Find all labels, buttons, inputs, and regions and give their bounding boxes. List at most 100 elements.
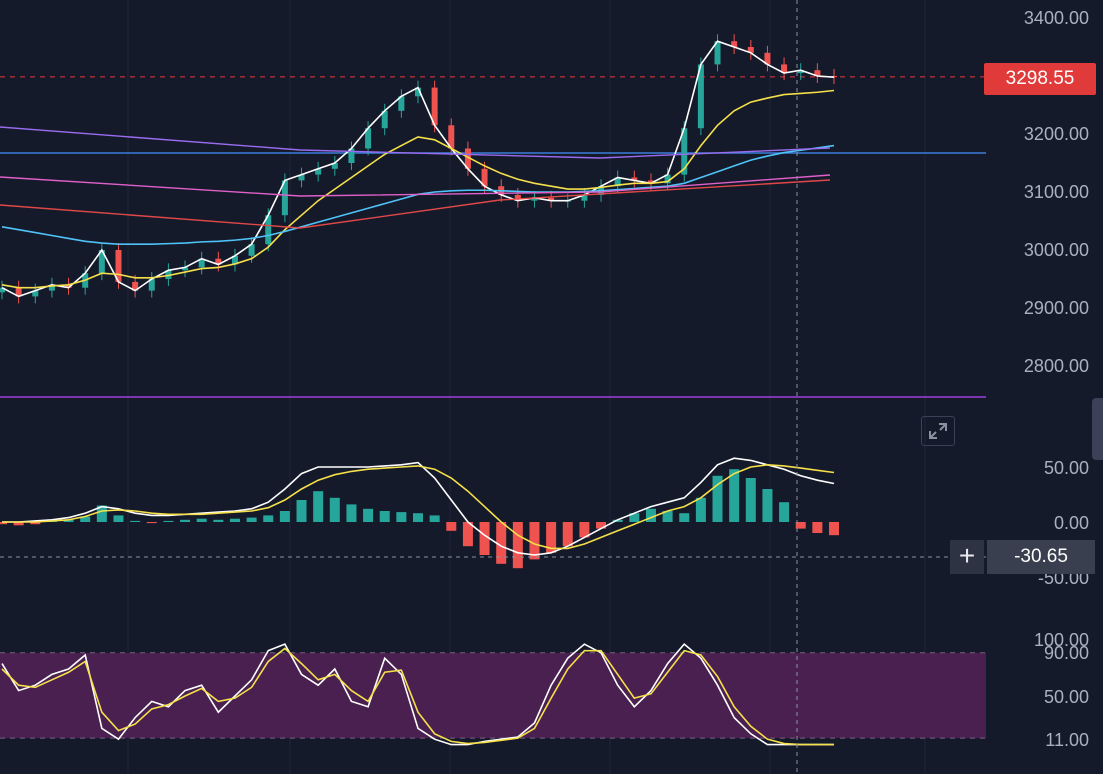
side-panel-toggle[interactable] — [1092, 398, 1103, 460]
candle-body — [331, 163, 338, 169]
macd-histogram-bar — [579, 522, 590, 538]
price-axis-label: 3000.00 — [1023, 240, 1089, 260]
macd-histogram-bar — [279, 511, 290, 522]
candle-body — [115, 250, 122, 282]
candle-body — [65, 284, 72, 288]
price-axis-label: 2900.00 — [1023, 298, 1089, 318]
candle-body — [98, 250, 105, 274]
price-axis-label: 3400.00 — [1023, 8, 1089, 28]
candle-body — [731, 41, 738, 47]
price-axis-label: 3100.00 — [1023, 182, 1089, 202]
macd-histogram-bar — [695, 497, 706, 522]
macd-histogram-bar — [612, 519, 623, 522]
candle-body — [647, 180, 654, 184]
macd-histogram-bar — [363, 508, 374, 522]
macd-histogram-bar — [229, 518, 240, 522]
candle-body — [431, 87, 438, 126]
macd-histogram-bar — [446, 522, 457, 531]
macd-histogram-bar — [512, 522, 523, 569]
candle-body — [32, 290, 39, 297]
candle-body — [315, 168, 322, 175]
macd-histogram-bar — [13, 522, 24, 526]
candle-body — [614, 177, 621, 187]
macd-histogram-bar — [662, 511, 673, 522]
candle-body — [248, 244, 255, 256]
stoch-axis-label: 100.00 — [1033, 630, 1089, 650]
macd-histogram-bar — [313, 491, 324, 522]
candle-body — [714, 41, 721, 65]
crosshair-plus-button[interactable]: + — [950, 540, 984, 574]
candle-body — [265, 215, 272, 245]
candle-body — [215, 258, 222, 265]
candle-body — [148, 279, 155, 291]
macd-histogram-bar — [80, 516, 91, 522]
moving-average-line — [1, 89, 835, 289]
macd-histogram-bar — [596, 522, 607, 529]
macd-histogram-bar — [762, 489, 773, 522]
candle-body — [132, 281, 139, 291]
macd-histogram-bar — [0, 522, 7, 525]
candle-body — [15, 287, 22, 297]
macd-histogram-bar — [113, 515, 124, 522]
moving-average-line — [0, 174, 831, 197]
candle-body — [198, 258, 205, 268]
candle-body — [448, 125, 455, 149]
macd-histogram-bar — [729, 469, 740, 522]
candle-body — [747, 47, 754, 53]
stochastic-band — [0, 652, 986, 739]
macd-histogram-bar — [629, 513, 640, 522]
macd-histogram-bar — [96, 505, 107, 522]
candle-body — [165, 270, 172, 279]
candle-body — [365, 128, 372, 149]
macd-histogram-bar — [645, 508, 656, 522]
macd-histogram-bar — [396, 512, 407, 522]
macd-histogram-bar — [130, 520, 141, 522]
expand-pane-button[interactable] — [921, 416, 955, 446]
macd-histogram-bar — [795, 522, 806, 529]
candle-body — [764, 52, 771, 65]
moving-average-line — [0, 126, 831, 159]
macd-histogram-bar — [429, 515, 440, 522]
candle-body — [781, 64, 788, 74]
plus-icon: + — [958, 540, 976, 571]
macd-histogram-bar — [496, 522, 507, 564]
candle-body — [797, 70, 804, 74]
macd-histogram-bar — [812, 522, 823, 533]
candle-body — [581, 194, 588, 201]
expand-arrows-icon — [929, 423, 947, 439]
macd-histogram-bar — [745, 478, 756, 522]
macd-histogram-bar — [146, 522, 157, 524]
candle-body — [298, 174, 305, 181]
macd-histogram-bar — [346, 504, 357, 522]
candle-body — [464, 148, 471, 169]
macd-histogram-bar — [379, 511, 390, 522]
macd-histogram-bar — [30, 522, 41, 525]
candle-body — [182, 267, 189, 271]
macd-histogram-bar — [180, 519, 191, 522]
macd-histogram-bar — [413, 513, 423, 522]
candle-body — [0, 287, 5, 293]
moving-average-line — [0, 179, 831, 229]
stoch-axis-label: 50.00 — [1043, 687, 1089, 707]
candle-body — [514, 194, 521, 201]
candle-body — [415, 87, 421, 97]
macd-histogram-bar — [163, 520, 174, 522]
macd-histogram-bar — [779, 502, 790, 522]
stochastic-line — [1, 647, 834, 746]
macd-histogram-bar — [546, 522, 557, 553]
current-price-badge: 3298.55 — [984, 63, 1096, 95]
macd-histogram-bar — [479, 522, 490, 555]
price-axis-label: 2800.00 — [1023, 356, 1089, 376]
macd-histogram-bar — [296, 500, 307, 522]
stoch-axis-label: 90.00 — [1043, 643, 1089, 663]
macd-histogram-bar — [246, 517, 257, 522]
candle-body — [398, 96, 405, 111]
price-pane — [0, 34, 986, 398]
macd-line — [2, 463, 835, 550]
candle-body — [231, 255, 238, 265]
candle-body — [814, 70, 821, 76]
macd-histogram-bar — [462, 522, 473, 547]
macd-histogram-bar — [263, 515, 274, 522]
candle-body — [381, 110, 388, 129]
